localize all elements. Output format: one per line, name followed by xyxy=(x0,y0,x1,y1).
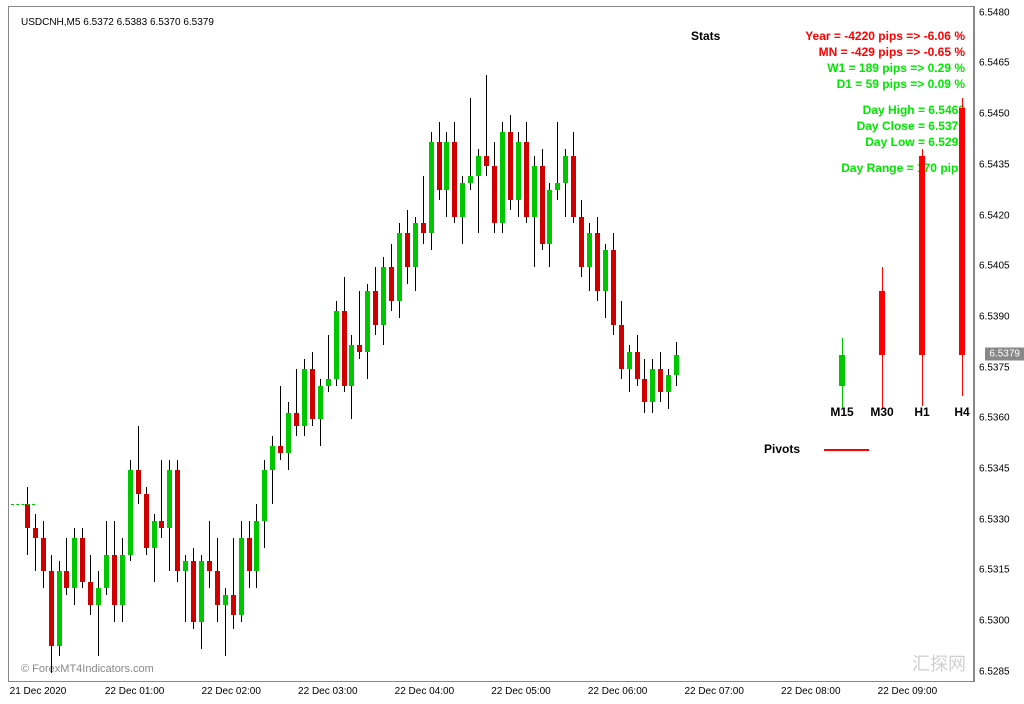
watermark: © ForexMT4Indicators.com xyxy=(21,663,154,675)
x-tick: 22 Dec 07:00 xyxy=(684,686,744,697)
y-tick: 6.5390 xyxy=(979,311,1010,322)
timeframe-label: M15 xyxy=(830,405,853,419)
stats-line: Day Range = 170 pips xyxy=(841,161,965,175)
x-tick: 22 Dec 06:00 xyxy=(588,686,648,697)
x-axis: 21 Dec 2020 22 Dec 01:00 22 Dec 02:00 22 De… xyxy=(8,682,974,704)
stats-line: W1 = 189 pips => 0.29 % xyxy=(827,61,965,75)
x-tick: 22 Dec 03:00 xyxy=(298,686,358,697)
x-tick: 22 Dec 01:00 xyxy=(105,686,165,697)
pivots-legend-line xyxy=(824,449,869,451)
stats-line: Year = -4220 pips => -6.06 % xyxy=(805,29,965,43)
y-tick: 6.5330 xyxy=(979,514,1010,525)
symbol-info: USDCNH,M5 6.5372 6.5383 6.5370 6.5379 xyxy=(21,17,214,28)
x-tick: 22 Dec 08:00 xyxy=(781,686,841,697)
price-tag: 6.5379 xyxy=(985,348,1024,361)
x-tick: 22 Dec 04:00 xyxy=(395,686,455,697)
x-tick: 22 Dec 02:00 xyxy=(201,686,261,697)
timeframe-label: H1 xyxy=(914,405,929,419)
y-tick: 6.5285 xyxy=(979,666,1010,677)
y-tick: 6.5360 xyxy=(979,413,1010,424)
x-tick: 21 Dec 2020 xyxy=(10,686,67,697)
y-tick: 6.5435 xyxy=(979,159,1010,170)
y-tick: 6.5345 xyxy=(979,464,1010,475)
x-tick: 22 Dec 05:00 xyxy=(491,686,551,697)
x-tick: 22 Dec 09:00 xyxy=(878,686,938,697)
chart-area[interactable]: USDCNH,M5 6.5372 6.5383 6.5370 6.5379 © … xyxy=(8,6,974,682)
stats-line: Day Close = 6.5379 xyxy=(857,119,965,133)
y-tick: 6.5300 xyxy=(979,616,1010,627)
y-tick: 6.5315 xyxy=(979,565,1010,576)
y-tick: 6.5450 xyxy=(979,109,1010,120)
brand-watermark: 汇探网 xyxy=(912,650,966,676)
y-axis: 6.5285 6.5300 6.5315 6.5330 6.5345 6.5360 6.53… xyxy=(974,6,1024,682)
timeframe-label: M30 xyxy=(870,405,893,419)
y-tick: 6.5405 xyxy=(979,261,1010,272)
dashed-open-line xyxy=(11,504,35,505)
y-tick: 6.5375 xyxy=(979,362,1010,373)
y-tick: 6.5480 xyxy=(979,7,1010,18)
timeframe-label: H4 xyxy=(954,405,969,419)
stats-line: Day Low = 6.5293 xyxy=(865,135,965,149)
pivots-label: Pivots xyxy=(764,442,800,456)
stats-title: Stats xyxy=(691,29,720,43)
stats-line: D1 = 59 pips => 0.09 % xyxy=(837,77,965,91)
stats-line: MN = -429 pips => -0.65 % xyxy=(819,45,965,59)
y-tick: 6.5420 xyxy=(979,210,1010,221)
y-tick: 6.5465 xyxy=(979,58,1010,69)
stats-line: Day High = 6.5463 xyxy=(863,103,965,117)
